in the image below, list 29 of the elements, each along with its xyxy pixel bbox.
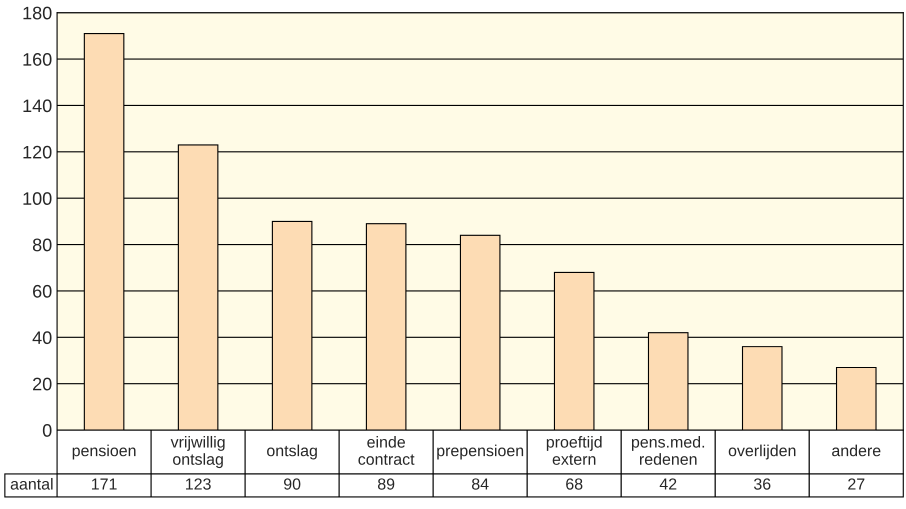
x-tick-label: overlijden [728, 444, 796, 460]
y-tick-label: 140 [23, 99, 52, 112]
text: aantal [10, 478, 53, 490]
y-tick-label: 60 [33, 284, 52, 298]
x-tick-label: pensioen [72, 444, 136, 460]
y-tick-label: 160 [23, 53, 52, 66]
x-tick-label: andere [832, 444, 880, 456]
data-label: 27 [848, 478, 864, 490]
data-label: 84 [472, 478, 489, 490]
x-tick-label: einde contract [358, 436, 414, 465]
data-label: 89 [378, 478, 394, 490]
x-tick-label: prepensioen [437, 444, 524, 460]
y-tick-label: 100 [23, 192, 52, 205]
x-tick-label: proeftijd extern [546, 436, 602, 465]
y-tick-label: 180 [23, 6, 52, 20]
y-tick-label: 0 [42, 424, 52, 437]
y-tick-label: 40 [32, 331, 52, 344]
y-tick-label: 120 [23, 146, 52, 159]
data-label: 123 [186, 478, 211, 490]
x-tick-label: pens.med. redenen [632, 436, 704, 465]
data-label: 42 [660, 478, 676, 490]
data-label: 171 [92, 478, 117, 490]
y-tick-label: 80 [32, 238, 52, 252]
data-label: 90 [284, 478, 300, 490]
x-tick-label: vrijwillig ontslag [170, 436, 225, 468]
data-label: 68 [566, 478, 582, 490]
x-tick-label: ontslag [267, 444, 317, 460]
data-label: 36 [754, 478, 770, 490]
y-tick-label: 20 [33, 378, 52, 390]
